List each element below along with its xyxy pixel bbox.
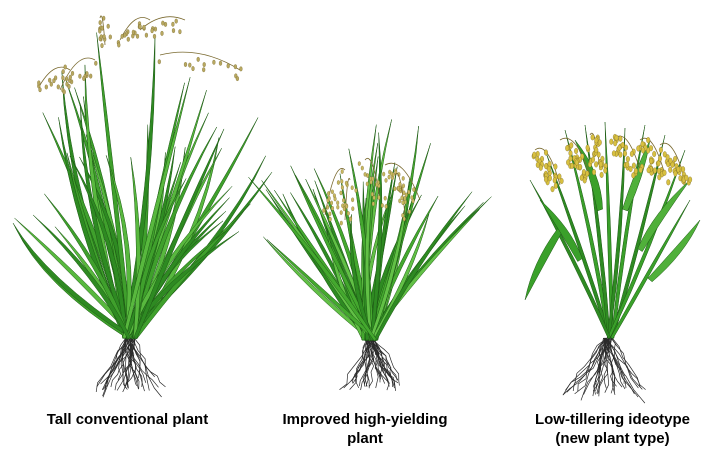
leaf-blade bbox=[80, 104, 132, 339]
tiller-stem bbox=[604, 121, 614, 339]
panicle bbox=[609, 133, 644, 179]
panicle bbox=[98, 15, 112, 48]
root-system bbox=[339, 339, 400, 391]
panicle bbox=[322, 168, 346, 222]
tiller-stem bbox=[606, 127, 626, 339]
panicle bbox=[339, 178, 358, 226]
caption-line: Improved high-yielding bbox=[282, 411, 448, 428]
leaf-blade bbox=[539, 199, 583, 262]
leaf-blade bbox=[290, 165, 377, 341]
tiller-stem bbox=[611, 124, 646, 339]
tiller-stem bbox=[564, 129, 611, 339]
panicle bbox=[116, 17, 151, 48]
caption-low-tillering-ideotype: Low-tillering ideotype (new plant type) bbox=[505, 410, 720, 448]
root-system bbox=[562, 337, 646, 404]
panicle bbox=[559, 137, 592, 184]
leaf-blade bbox=[125, 186, 233, 340]
leaf-blade bbox=[349, 214, 374, 341]
leaf-blade bbox=[373, 191, 473, 342]
panicle bbox=[56, 57, 98, 95]
leaf-blade bbox=[369, 132, 383, 341]
panicle bbox=[531, 147, 564, 193]
panicle bbox=[138, 16, 186, 39]
leaf-blade bbox=[32, 214, 131, 340]
panicle bbox=[652, 142, 693, 186]
leaf-canopy bbox=[248, 119, 492, 342]
leaf-blade bbox=[133, 128, 225, 339]
tiller-stem bbox=[610, 199, 691, 339]
caption-improved-high-yielding-plant: Improved high-yielding plant bbox=[265, 410, 465, 448]
panicle bbox=[636, 137, 671, 186]
panicle bbox=[357, 158, 388, 209]
tiller-stem bbox=[529, 179, 611, 339]
leaf-blade bbox=[122, 77, 191, 339]
caption-line: plant bbox=[347, 430, 383, 447]
caption-line: Low-tillering ideotype bbox=[534, 411, 690, 428]
leaf-blade bbox=[69, 155, 127, 339]
caption-line: Tall conventional plant bbox=[46, 411, 209, 428]
panicle bbox=[37, 64, 75, 93]
tall-conventional-plant-illustration bbox=[12, 15, 273, 398]
leaf-blade bbox=[266, 239, 379, 342]
leaf-blade bbox=[647, 219, 701, 283]
leaf-blade bbox=[524, 228, 563, 301]
leaf-blade bbox=[248, 177, 377, 342]
root-system bbox=[95, 337, 166, 398]
panicle bbox=[390, 171, 411, 222]
caption-line: (new plant type) bbox=[555, 430, 670, 447]
panicle bbox=[585, 132, 608, 178]
leaf-blade bbox=[364, 142, 379, 341]
leaf-canopy bbox=[12, 32, 273, 340]
panicle bbox=[157, 51, 243, 81]
caption-tall-conventional-plant: Tall conventional plant bbox=[15, 410, 240, 429]
tiller-stem bbox=[607, 149, 686, 339]
improved-high-yielding-plant-illustration bbox=[248, 119, 492, 391]
leaf-blade bbox=[12, 222, 136, 340]
low-tillering-ideotype-illustration bbox=[524, 121, 701, 404]
leaf-blade bbox=[133, 203, 251, 340]
